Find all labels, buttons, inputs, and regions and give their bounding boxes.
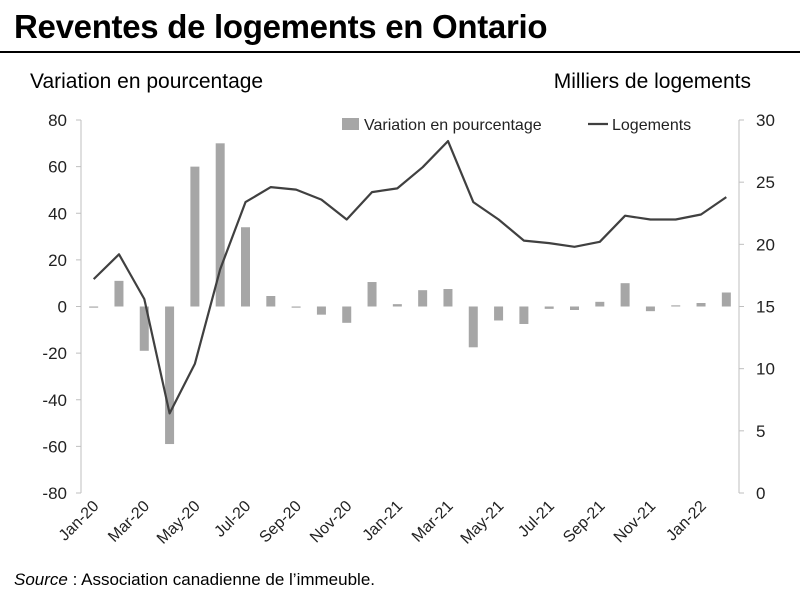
- x-tick-label: Jan-22: [663, 498, 710, 545]
- x-tick-label: Mar-20: [105, 498, 153, 546]
- legend-line-label: Logements: [612, 117, 691, 134]
- bar: [595, 301, 605, 307]
- bar: [468, 306, 478, 348]
- y-right-tick-label: 10: [756, 360, 775, 379]
- y-right-axis-title: Milliers de logements: [553, 70, 751, 93]
- line-series-logements: [92, 140, 727, 415]
- y-left-tick-label: -80: [42, 484, 67, 503]
- bar: [241, 227, 250, 307]
- legend-bar-swatch: [342, 118, 359, 130]
- y-right-tick-label: 20: [756, 235, 775, 254]
- y-left-tick-label: -60: [42, 437, 67, 456]
- y-right-tick-label: 30: [756, 111, 775, 130]
- bar: [494, 306, 504, 321]
- chart-title: Reventes de logements en Ontario: [14, 8, 548, 45]
- x-tick-label: Nov-20: [307, 498, 356, 547]
- x-tick-label: May-21: [458, 498, 508, 548]
- bar: [392, 304, 402, 307]
- x-tick-label: Jul-21: [515, 498, 558, 541]
- y-right-tick-label: 25: [756, 173, 775, 192]
- bar: [570, 306, 579, 310]
- title-rule: [0, 51, 800, 53]
- y-right-tick-label: 15: [756, 298, 775, 317]
- bar: [721, 292, 731, 307]
- bar: [165, 306, 175, 445]
- x-tick-label: Sep-21: [560, 498, 609, 547]
- source-note: Source : Association canadienne de l’imm…: [14, 570, 375, 590]
- bar: [266, 296, 276, 307]
- bar: [190, 166, 200, 307]
- y-left-axis-title: Variation en pourcentage: [30, 70, 264, 93]
- bar: [519, 306, 529, 324]
- bar: [544, 306, 554, 309]
- y-left-tick-label: 80: [48, 111, 67, 130]
- bar: [316, 306, 326, 315]
- bar: [89, 306, 99, 308]
- bar: [620, 283, 630, 307]
- y-left-tick-label: 20: [48, 251, 67, 270]
- y-left-tick-label: 0: [58, 298, 67, 317]
- y-left-tick-label: 60: [48, 158, 67, 177]
- x-tick-label: Sep-20: [256, 498, 305, 547]
- bar: [443, 289, 453, 307]
- bar: [696, 303, 706, 307]
- x-tick-label: Nov-21: [611, 498, 660, 547]
- y-right-tick-label: 5: [756, 422, 765, 441]
- bar: [291, 306, 301, 308]
- bar: [367, 282, 377, 307]
- source-text: : Association canadienne de l’immeuble.: [67, 570, 376, 589]
- bar: [215, 143, 225, 307]
- x-tick-label: May-20: [154, 498, 204, 548]
- x-tick-label: Jan-21: [360, 498, 407, 545]
- bar: [139, 306, 149, 351]
- y-left-tick-label: 40: [48, 204, 67, 223]
- bar: [418, 290, 428, 307]
- source-label: Source: [14, 570, 68, 589]
- bar: [645, 306, 655, 312]
- legend-bar-label: Variation en pourcentage: [364, 117, 542, 134]
- y-left-tick-label: -20: [42, 344, 67, 363]
- y-right-tick-label: 0: [756, 484, 765, 503]
- bar: [671, 305, 681, 307]
- bar: [114, 280, 124, 307]
- y-left-tick-label: -40: [42, 391, 67, 410]
- x-tick-label: Jul-20: [211, 498, 254, 541]
- x-tick-label: Mar-21: [409, 498, 457, 546]
- x-tick-label: Jan-20: [56, 498, 103, 545]
- bar: [342, 306, 352, 323]
